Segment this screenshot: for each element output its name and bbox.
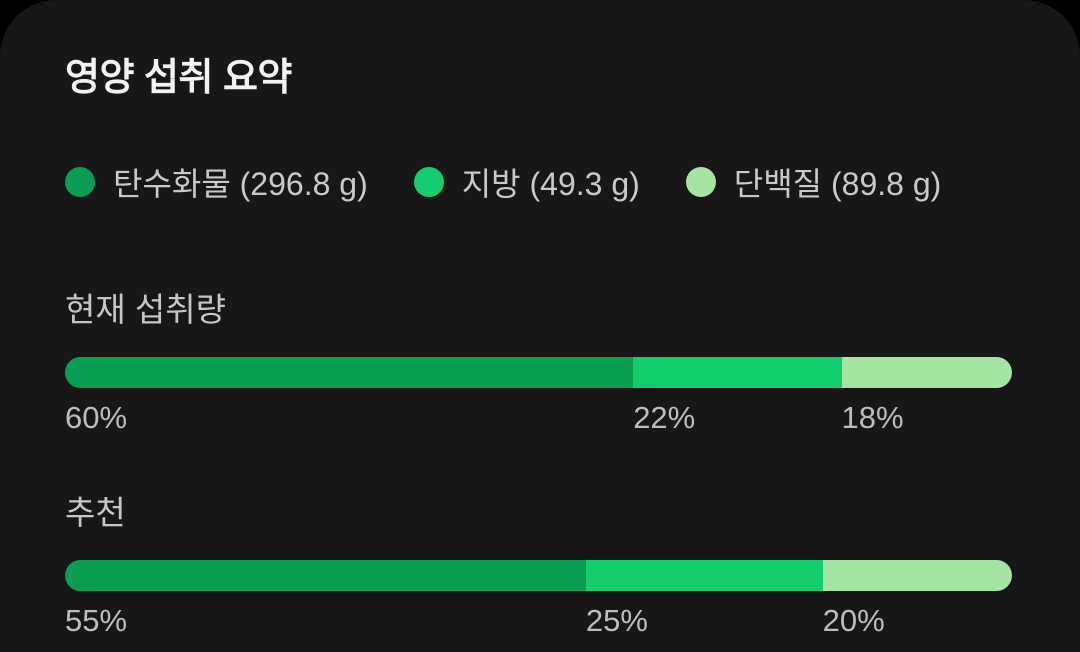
bar-segment-carbs: [65, 560, 586, 591]
percent-labels-row: 55% 25% 20%: [65, 603, 1012, 643]
bar-segment-fat: [585, 560, 823, 591]
bar-sections: 현재 섭취량 60% 22% 18% 추천 55% 25% 20%: [65, 283, 1012, 643]
stacked-bar: [65, 357, 1012, 388]
stacked-bar: [65, 560, 1012, 591]
bar-segment-fat: [633, 357, 842, 388]
legend-item-fat: 지방 (49.3 g): [413, 159, 640, 205]
percent-label-carbs: 55%: [65, 603, 128, 638]
legend-item-protein: 단백질 (89.8 g): [685, 159, 942, 205]
section-label: 추천: [65, 494, 126, 531]
legend-item-carbs: 탄수화물 (296.8 g): [65, 159, 368, 205]
fat-dot-icon: [413, 167, 444, 197]
section-label: 현재 섭취량: [65, 291, 226, 328]
protein-dot-icon: [685, 167, 716, 197]
card-title: 영양 섭취 요약: [65, 57, 292, 99]
legend-label-protein: 단백질 (89.8 g): [733, 166, 942, 202]
legend: 탄수화물 (296.8 g) 지방 (49.3 g) 단백질 (89.8 g): [65, 159, 1012, 205]
bar-segment-carbs: [65, 357, 634, 388]
percent-labels-row: 60% 22% 18%: [65, 400, 1012, 440]
legend-label-carbs: 탄수화물 (296.8 g): [113, 166, 368, 202]
bar-section-1: 추천 55% 25% 20%: [65, 486, 1012, 643]
bar-segment-protein: [822, 560, 1012, 591]
percent-label-fat: 22%: [633, 400, 696, 435]
percent-label-protein: 18%: [841, 400, 904, 435]
bar-segment-protein: [841, 357, 1012, 388]
percent-label-fat: 25%: [585, 603, 648, 638]
carbs-dot-icon: [65, 167, 95, 197]
percent-label-carbs: 60%: [65, 400, 128, 435]
percent-label-protein: 20%: [822, 603, 885, 638]
legend-label-fat: 지방 (49.3 g): [461, 166, 640, 202]
bar-section-0: 현재 섭취량 60% 22% 18%: [65, 283, 1012, 440]
